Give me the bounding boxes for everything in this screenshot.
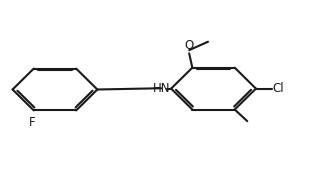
- Text: HN: HN: [153, 82, 171, 95]
- Text: F: F: [29, 116, 35, 129]
- Text: Cl: Cl: [273, 82, 284, 95]
- Text: O: O: [185, 39, 194, 52]
